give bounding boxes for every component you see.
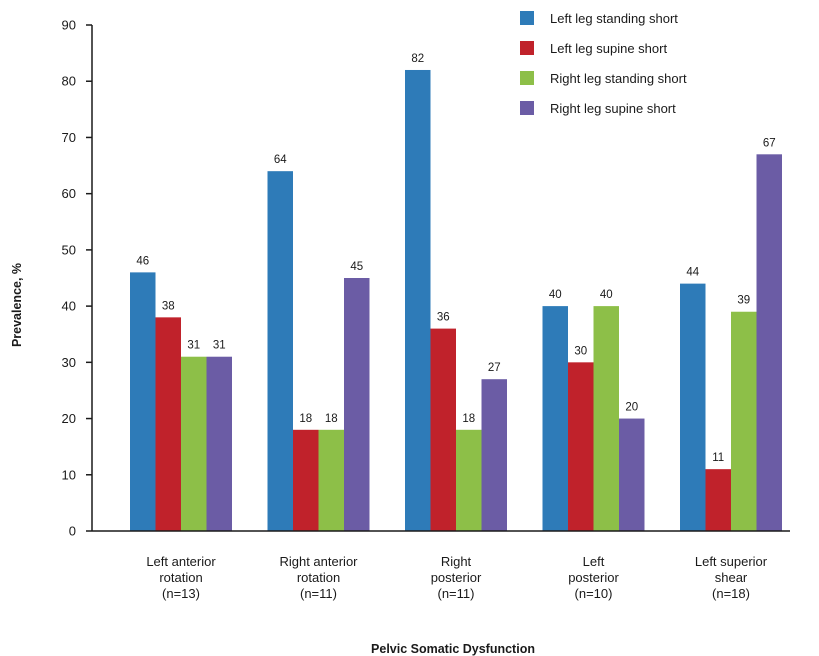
legend-label: Right leg standing short xyxy=(550,71,687,86)
x-category-label-line: (n=11) xyxy=(300,586,337,601)
y-tick-label: 0 xyxy=(69,524,76,539)
x-axis: Left anterior rotation (n=13)Right anterio… xyxy=(92,530,790,601)
y-tick-label: 80 xyxy=(62,74,76,89)
bar xyxy=(481,379,507,531)
bar xyxy=(619,418,645,531)
bar-value-label: 20 xyxy=(625,402,638,414)
bar xyxy=(542,306,568,531)
bar-value-label: 11 xyxy=(712,452,724,464)
bar xyxy=(593,306,619,531)
legend: Left leg standing short Left leg supine s… xyxy=(520,11,687,116)
legend-swatch xyxy=(520,41,534,55)
bar-value-label: 18 xyxy=(325,413,338,425)
x-category-label: Right anterior rotation (n=11) xyxy=(279,554,358,601)
bar-series-group: 46 38 31 31 64 18 18 45 82 36 18 27 40 30 40 20 44 11 39 67 xyxy=(130,53,782,532)
bar xyxy=(405,69,431,531)
bar xyxy=(293,429,319,531)
bar-value-label: 44 xyxy=(686,267,699,279)
bar xyxy=(130,272,156,531)
y-tick-label: 40 xyxy=(62,299,76,314)
bar-value-label: 82 xyxy=(411,53,424,65)
y-tick-label: 90 xyxy=(62,18,76,33)
bar-value-label: 67 xyxy=(763,137,776,149)
bar xyxy=(206,356,232,531)
x-category-label-line: shear xyxy=(715,570,748,585)
x-category-label: Left posterior (n=10) xyxy=(568,554,619,601)
y-tick-label: 50 xyxy=(62,242,76,257)
bar-value-label: 36 xyxy=(437,312,450,324)
y-axis: 0 10 20 30 40 50 60 70 80 90 xyxy=(62,18,93,539)
legend-swatch xyxy=(520,101,534,115)
x-category-label-line: Right xyxy=(441,554,472,569)
legend-swatch xyxy=(520,11,534,25)
bar xyxy=(568,362,594,531)
y-tick-label: 60 xyxy=(62,186,76,201)
bar-value-label: 18 xyxy=(299,413,312,425)
x-category-label-line: (n=18) xyxy=(712,586,750,601)
x-category-label: Left superior shear (n=18) xyxy=(695,554,768,601)
bar-value-label: 40 xyxy=(600,289,613,301)
bar-value-label: 64 xyxy=(274,154,287,166)
bar xyxy=(731,311,757,531)
x-category-label-line: (n=13) xyxy=(162,586,200,601)
bar-value-label: 38 xyxy=(162,300,175,312)
bar xyxy=(430,328,456,531)
y-axis-title: Prevalence, % xyxy=(10,263,24,347)
legend-label: Left leg standing short xyxy=(550,11,678,26)
y-tick-label: 10 xyxy=(62,467,76,482)
legend-swatch xyxy=(520,71,534,85)
bar-value-label: 31 xyxy=(213,340,226,352)
x-category-label-line: rotation xyxy=(159,570,202,585)
y-tick-label: 20 xyxy=(62,411,76,426)
y-tick-label: 30 xyxy=(62,355,76,370)
bar-value-label: 31 xyxy=(187,340,200,352)
x-category-label: Left anterior rotation (n=13) xyxy=(146,554,216,601)
x-category-label-line: (n=11) xyxy=(438,586,475,601)
bar xyxy=(155,317,181,531)
x-category-label: Right posterior (n=11) xyxy=(431,554,482,601)
x-category-label-line: Left superior xyxy=(695,554,768,569)
x-axis-title: Pelvic Somatic Dysfunction xyxy=(371,642,535,656)
bar xyxy=(680,283,706,531)
bar-value-label: 40 xyxy=(549,289,562,301)
bar-value-label: 46 xyxy=(136,255,149,267)
bar-value-label: 27 xyxy=(488,362,501,374)
bar xyxy=(267,171,293,531)
bar xyxy=(705,469,731,531)
bar-value-label: 45 xyxy=(350,261,363,273)
x-category-label-line: posterior xyxy=(431,570,482,585)
x-category-label-line: Left anterior xyxy=(146,554,216,569)
x-category-label-line: Left xyxy=(583,554,605,569)
legend-label: Left leg supine short xyxy=(550,41,667,56)
x-category-label-line: Right anterior xyxy=(279,554,358,569)
bar-value-label: 30 xyxy=(574,345,587,357)
bar xyxy=(181,356,207,531)
legend-label: Right leg supine short xyxy=(550,101,676,116)
x-category-label-line: posterior xyxy=(568,570,619,585)
bar-value-label: 39 xyxy=(737,295,750,307)
y-tick-label: 70 xyxy=(62,130,76,145)
bar xyxy=(456,429,482,531)
bar-value-label: 18 xyxy=(462,413,475,425)
bar xyxy=(318,429,344,531)
x-category-label-line: rotation xyxy=(297,570,340,585)
bar xyxy=(756,154,782,532)
x-category-label-line: (n=10) xyxy=(575,586,613,601)
bar xyxy=(344,278,370,531)
